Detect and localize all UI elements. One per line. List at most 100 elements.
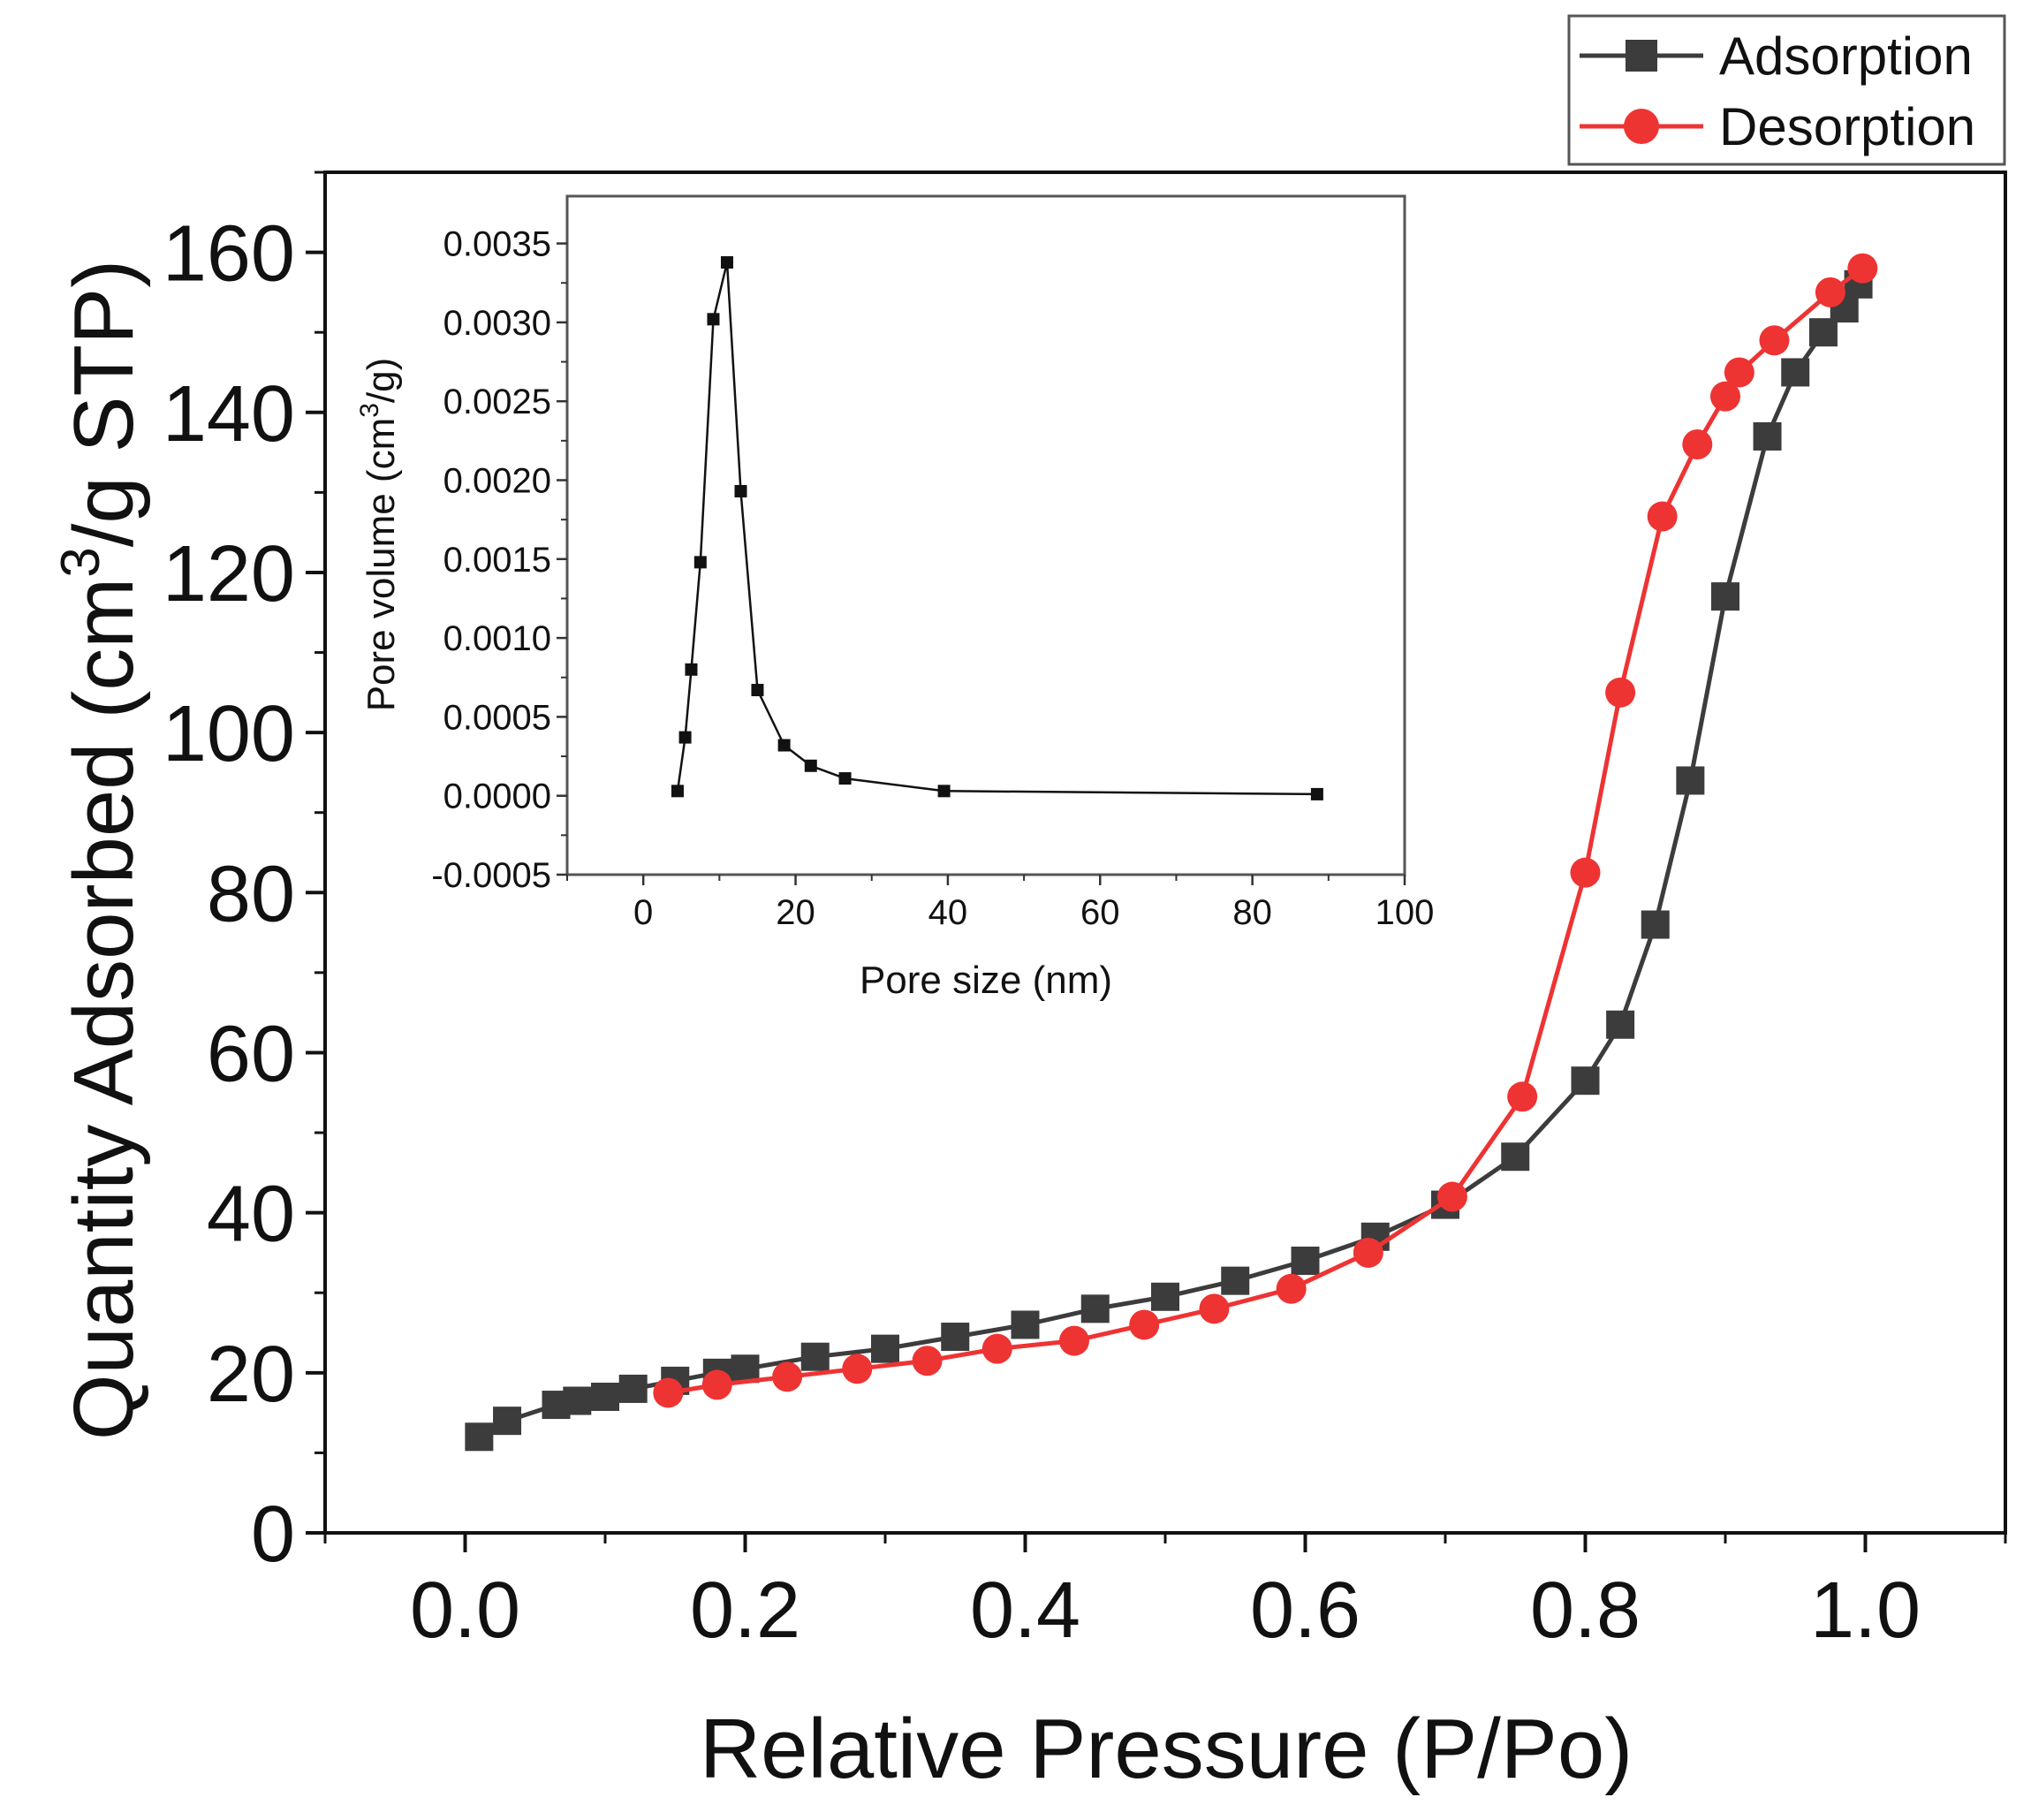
adsorption-point bbox=[618, 1374, 648, 1403]
pore-volume-point bbox=[678, 731, 692, 744]
inset-y-tick-label: 0.0005 bbox=[443, 698, 551, 737]
main-x-axis-label: Relative Pressure (P/Po) bbox=[700, 1702, 1633, 1796]
adsorption-point bbox=[591, 1383, 619, 1411]
adsorption-point bbox=[1571, 1066, 1600, 1096]
adsorption-point bbox=[871, 1334, 899, 1363]
adsorption-point bbox=[1641, 910, 1670, 939]
desorption-point bbox=[1682, 429, 1713, 459]
main-y-tick-label: 60 bbox=[207, 1010, 295, 1098]
desorption-point bbox=[912, 1346, 943, 1376]
pore-volume-point bbox=[804, 759, 817, 772]
adsorption-point bbox=[1151, 1282, 1179, 1311]
adsorption-point bbox=[1080, 1294, 1110, 1323]
pore-volume-point bbox=[671, 785, 684, 798]
desorption-point bbox=[981, 1333, 1012, 1364]
desorption-point bbox=[1507, 1081, 1538, 1112]
adsorption-point bbox=[1676, 766, 1705, 795]
desorption-point bbox=[1129, 1309, 1160, 1340]
legend-desorption-marker bbox=[1624, 109, 1659, 144]
desorption-point bbox=[1605, 677, 1636, 708]
pore-volume-point bbox=[693, 556, 707, 569]
desorption-point bbox=[653, 1377, 684, 1408]
legend-desorption-label: Desorption bbox=[1719, 97, 1975, 156]
pore-volume-point bbox=[1310, 787, 1323, 800]
inset-y-tick-label: 0.0025 bbox=[443, 383, 551, 421]
inset-x-tick-label: 0 bbox=[633, 893, 653, 932]
inset-axis-ticks: 0 20 40 60 80 100 -0.0005 0.0000 0.0005 0.0010 0.0… bbox=[431, 225, 1434, 932]
inset-x-tick-label: 40 bbox=[928, 893, 968, 932]
adsorption-point bbox=[1291, 1247, 1320, 1275]
desorption-point bbox=[1436, 1181, 1467, 1212]
desorption-point bbox=[772, 1361, 803, 1392]
main-x-tick-label: 0.4 bbox=[970, 1566, 1080, 1655]
desorption-point bbox=[1815, 277, 1845, 307]
legend-adsorption-marker bbox=[1626, 40, 1657, 72]
main-y-axis-label: Quantity Adsorbed (cm3/g STP) bbox=[50, 260, 151, 1440]
legend-adsorption-label: Adsorption bbox=[1719, 27, 1973, 86]
inset-y-tick-label: 0.0010 bbox=[443, 619, 551, 658]
main-y-tick-label: 100 bbox=[163, 690, 295, 778]
main-y-tick-label: 120 bbox=[163, 530, 295, 618]
desorption-point bbox=[1759, 325, 1790, 356]
desorption-point bbox=[1353, 1237, 1383, 1268]
series-desorption bbox=[653, 253, 1878, 1408]
adsorption-point bbox=[941, 1323, 970, 1352]
adsorption-point bbox=[1606, 1010, 1635, 1039]
desorption-point bbox=[1647, 501, 1678, 532]
main-x-tick-label: 1.0 bbox=[1810, 1566, 1921, 1655]
adsorption-point bbox=[731, 1354, 760, 1384]
inset-x-tick-label: 80 bbox=[1232, 893, 1272, 932]
pore-volume-point bbox=[720, 256, 733, 269]
adsorption-point bbox=[1221, 1266, 1250, 1295]
main-y-tick-label: 40 bbox=[207, 1171, 295, 1259]
adsorption-point bbox=[1808, 318, 1838, 347]
main-y-tick-label: 160 bbox=[163, 210, 295, 299]
adsorption-point bbox=[493, 1407, 522, 1436]
main-axis-ticks: 0.0 0.2 0.4 0.6 0.8 1.0 0 20 40 60 80 100 120 140 160 bbox=[163, 171, 2007, 1655]
inset-y-axis-label: Pore volume (cm3/g) bbox=[355, 358, 403, 712]
desorption-point bbox=[842, 1354, 873, 1384]
inset-x-tick-label: 20 bbox=[776, 893, 815, 932]
adsorption-point bbox=[1011, 1310, 1040, 1339]
desorption-point bbox=[1276, 1273, 1307, 1304]
inset-y-tick-label: 0.0000 bbox=[443, 777, 551, 816]
pore-volume-point bbox=[937, 785, 951, 798]
desorption-point bbox=[701, 1369, 732, 1400]
main-y-tick-label: 80 bbox=[207, 850, 295, 938]
pore-volume-point bbox=[777, 739, 791, 752]
pore-volume-point bbox=[707, 313, 720, 326]
main-y-tick-label: 0 bbox=[251, 1490, 295, 1579]
main-x-tick-label: 0.0 bbox=[410, 1566, 520, 1655]
inset-x-tick-label: 100 bbox=[1375, 893, 1435, 932]
inset-y-tick-label: 0.0030 bbox=[443, 304, 551, 343]
adsorption-point bbox=[800, 1342, 830, 1371]
inset-plot-frame bbox=[565, 194, 1406, 876]
desorption-point bbox=[1710, 381, 1740, 412]
inset-y-tick-label: -0.0005 bbox=[431, 856, 551, 895]
main-y-tick-label: 20 bbox=[207, 1331, 295, 1419]
adsorption-point bbox=[563, 1386, 592, 1415]
inset-y-tick-label: 0.0015 bbox=[443, 541, 551, 580]
desorption-point bbox=[1847, 253, 1878, 284]
pore-volume-point bbox=[734, 484, 747, 497]
desorption-point bbox=[1570, 857, 1601, 888]
desorption-point bbox=[1058, 1325, 1089, 1356]
adsorption-point bbox=[1711, 582, 1739, 611]
legend-item-adsorption: Adsorption bbox=[1580, 27, 1973, 86]
desorption-point bbox=[1199, 1293, 1230, 1324]
inset-y-tick-label: 0.0035 bbox=[443, 225, 551, 264]
main-x-tick-label: 0.6 bbox=[1250, 1566, 1360, 1655]
main-y-tick-label: 140 bbox=[163, 370, 295, 459]
main-series-layer bbox=[465, 253, 1878, 1452]
inset-x-tick-label: 60 bbox=[1080, 893, 1120, 932]
pore-volume-point bbox=[685, 663, 698, 676]
series-pore-volume bbox=[671, 256, 1323, 800]
main-x-tick-label: 0.2 bbox=[690, 1566, 800, 1655]
pore-volume-point bbox=[838, 772, 852, 785]
inset-x-axis-label: Pore size (nm) bbox=[860, 959, 1112, 1002]
adsorption-point bbox=[465, 1422, 494, 1452]
pore-volume-point bbox=[751, 684, 764, 697]
inset-y-tick-label: 0.0020 bbox=[443, 461, 551, 500]
legend: Adsorption Desorption bbox=[1567, 14, 2006, 166]
